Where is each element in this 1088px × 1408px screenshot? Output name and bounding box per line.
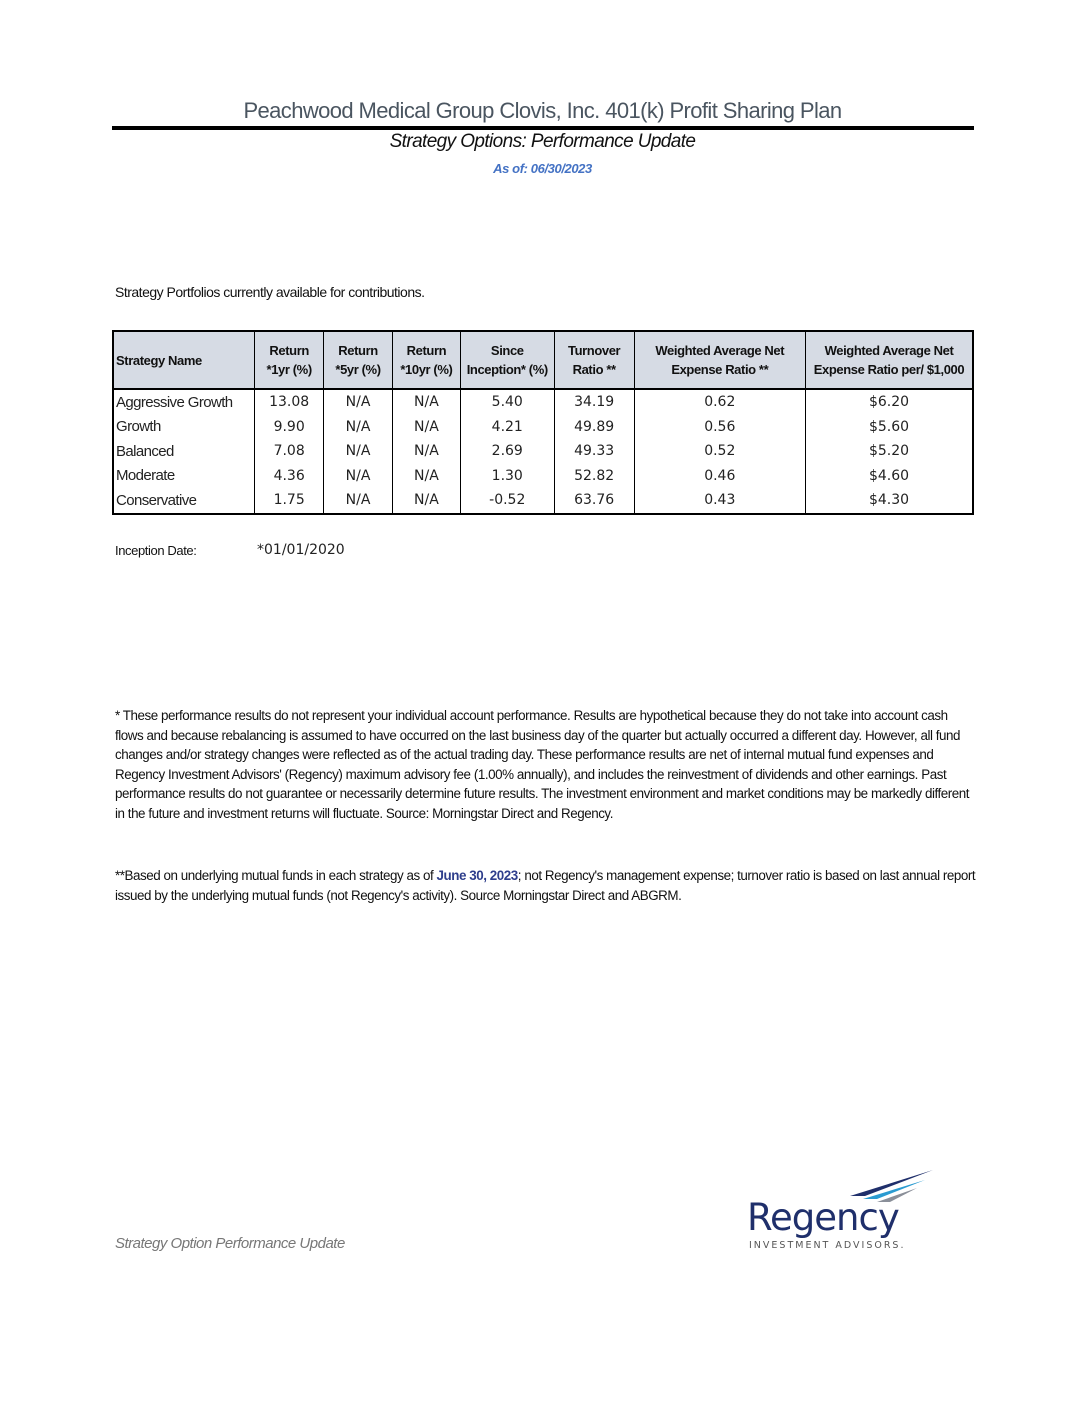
table-cell: N/A <box>391 414 461 439</box>
table-cell: 7.08 <box>254 439 325 464</box>
table-cell: 4.21 <box>459 414 555 439</box>
table-cell: 0.62 <box>633 389 807 415</box>
strategy-name-cell: Growth <box>112 414 256 439</box>
table-cell: N/A <box>391 439 461 464</box>
title-divider <box>112 126 974 130</box>
strategy-name-cell: Moderate <box>112 463 256 488</box>
table-cell: 9.90 <box>254 414 325 439</box>
table-cell: N/A <box>323 414 393 439</box>
page-footer: Strategy Option Performance Update <box>115 1235 345 1252</box>
document-title: Peachwood Medical Group Clovis, Inc. 401… <box>243 98 842 123</box>
column-header: Since Inception* (%) <box>459 330 555 390</box>
expense-footnote: **Based on underlying mutual funds in ea… <box>115 866 977 905</box>
table-cell: 63.76 <box>553 488 635 514</box>
table-cell: N/A <box>391 389 461 415</box>
table-row: Aggressive Growth 13.08 N/A N/A 5.40 34.19 0.6… <box>112 389 974 415</box>
table-cell: 49.33 <box>553 439 635 464</box>
table-cell: N/A <box>323 463 393 488</box>
performance-disclaimer: * These performance results do not repre… <box>115 708 970 821</box>
table-cell: 4.36 <box>254 463 325 488</box>
column-header: Weighted Average Net Expense Ratio per/ … <box>805 330 974 390</box>
column-header: Return *5yr (%) <box>323 330 393 390</box>
table-cell: 0.52 <box>633 439 807 464</box>
strategy-performance-table: Strategy Name Return *1yr (%) Return *5y… <box>112 330 974 515</box>
table-cell: 1.30 <box>459 463 555 488</box>
table-cell: 52.82 <box>553 463 635 488</box>
table-cell: $5.60 <box>805 414 974 439</box>
table-cell: 34.19 <box>553 389 635 415</box>
document-subtitle: Strategy Options: Performance Update <box>389 131 696 152</box>
footnote-date: June 30, 2023 <box>436 868 519 883</box>
column-header: Strategy Name <box>112 330 256 390</box>
inception-date-value: *01/01/2020 <box>257 542 345 558</box>
strategy-name-cell: Conservative <box>112 488 256 514</box>
strategy-name-cell: Aggressive Growth <box>112 389 256 415</box>
table-cell: $4.30 <box>805 488 974 514</box>
intro-text: Strategy Portfolios currently available … <box>115 284 425 300</box>
table-cell: N/A <box>391 463 461 488</box>
table-cell: -0.52 <box>459 488 555 514</box>
column-header: Weighted Average Net Expense Ratio ** <box>633 330 807 390</box>
table-row: Balanced 7.08 N/A N/A 2.69 49.33 0.52 $5.20 <box>112 439 974 464</box>
strategy-name-cell: Balanced <box>112 439 256 464</box>
table-cell: $6.20 <box>805 389 974 415</box>
table-cell: N/A <box>323 389 393 415</box>
regency-logo: Regency INVESTMENT ADVISORS. <box>747 1170 933 1251</box>
table-cell: 0.56 <box>633 414 807 439</box>
table-cell: 0.43 <box>633 488 807 514</box>
inception-date-label: Inception Date: <box>115 543 197 558</box>
footnote-text: ; not Regency's management expense; turn… <box>115 868 976 903</box>
table-cell: 1.75 <box>254 488 325 514</box>
column-header: Return *10yr (%) <box>391 330 461 390</box>
table-row: Growth 9.90 N/A N/A 4.21 49.89 0.56 $5.60 <box>112 414 974 439</box>
table-cell: 2.69 <box>459 439 555 464</box>
table-cell: N/A <box>391 488 461 514</box>
svg-text:INVESTMENT ADVISORS.: INVESTMENT ADVISORS. <box>749 1240 905 1251</box>
table-cell: N/A <box>323 439 393 464</box>
table-cell: 0.46 <box>633 463 807 488</box>
table-cell: 49.89 <box>553 414 635 439</box>
column-header: Turnover Ratio ** <box>553 330 635 390</box>
table-cell: $5.20 <box>805 439 974 464</box>
column-header: Return *1yr (%) <box>254 330 325 390</box>
logo-wing-icon <box>850 1170 933 1202</box>
as-of-date: As of: 06/30/2023 <box>493 161 592 176</box>
footnote-text: **Based on underlying mutual funds in ea… <box>115 868 437 883</box>
table-cell: 13.08 <box>254 389 325 415</box>
table-cell: 5.40 <box>459 389 555 415</box>
table-cell: N/A <box>323 488 393 514</box>
svg-text:Regency: Regency <box>747 1196 899 1239</box>
table-header-row: Strategy Name Return *1yr (%) Return *5y… <box>112 330 974 390</box>
table-row: Conservative 1.75 N/A N/A -0.52 63.76 0.43 $4.3… <box>112 488 974 514</box>
table-cell: $4.60 <box>805 463 974 488</box>
table-row: Moderate 4.36 N/A N/A 1.30 52.82 0.46 $4.60 <box>112 463 974 488</box>
